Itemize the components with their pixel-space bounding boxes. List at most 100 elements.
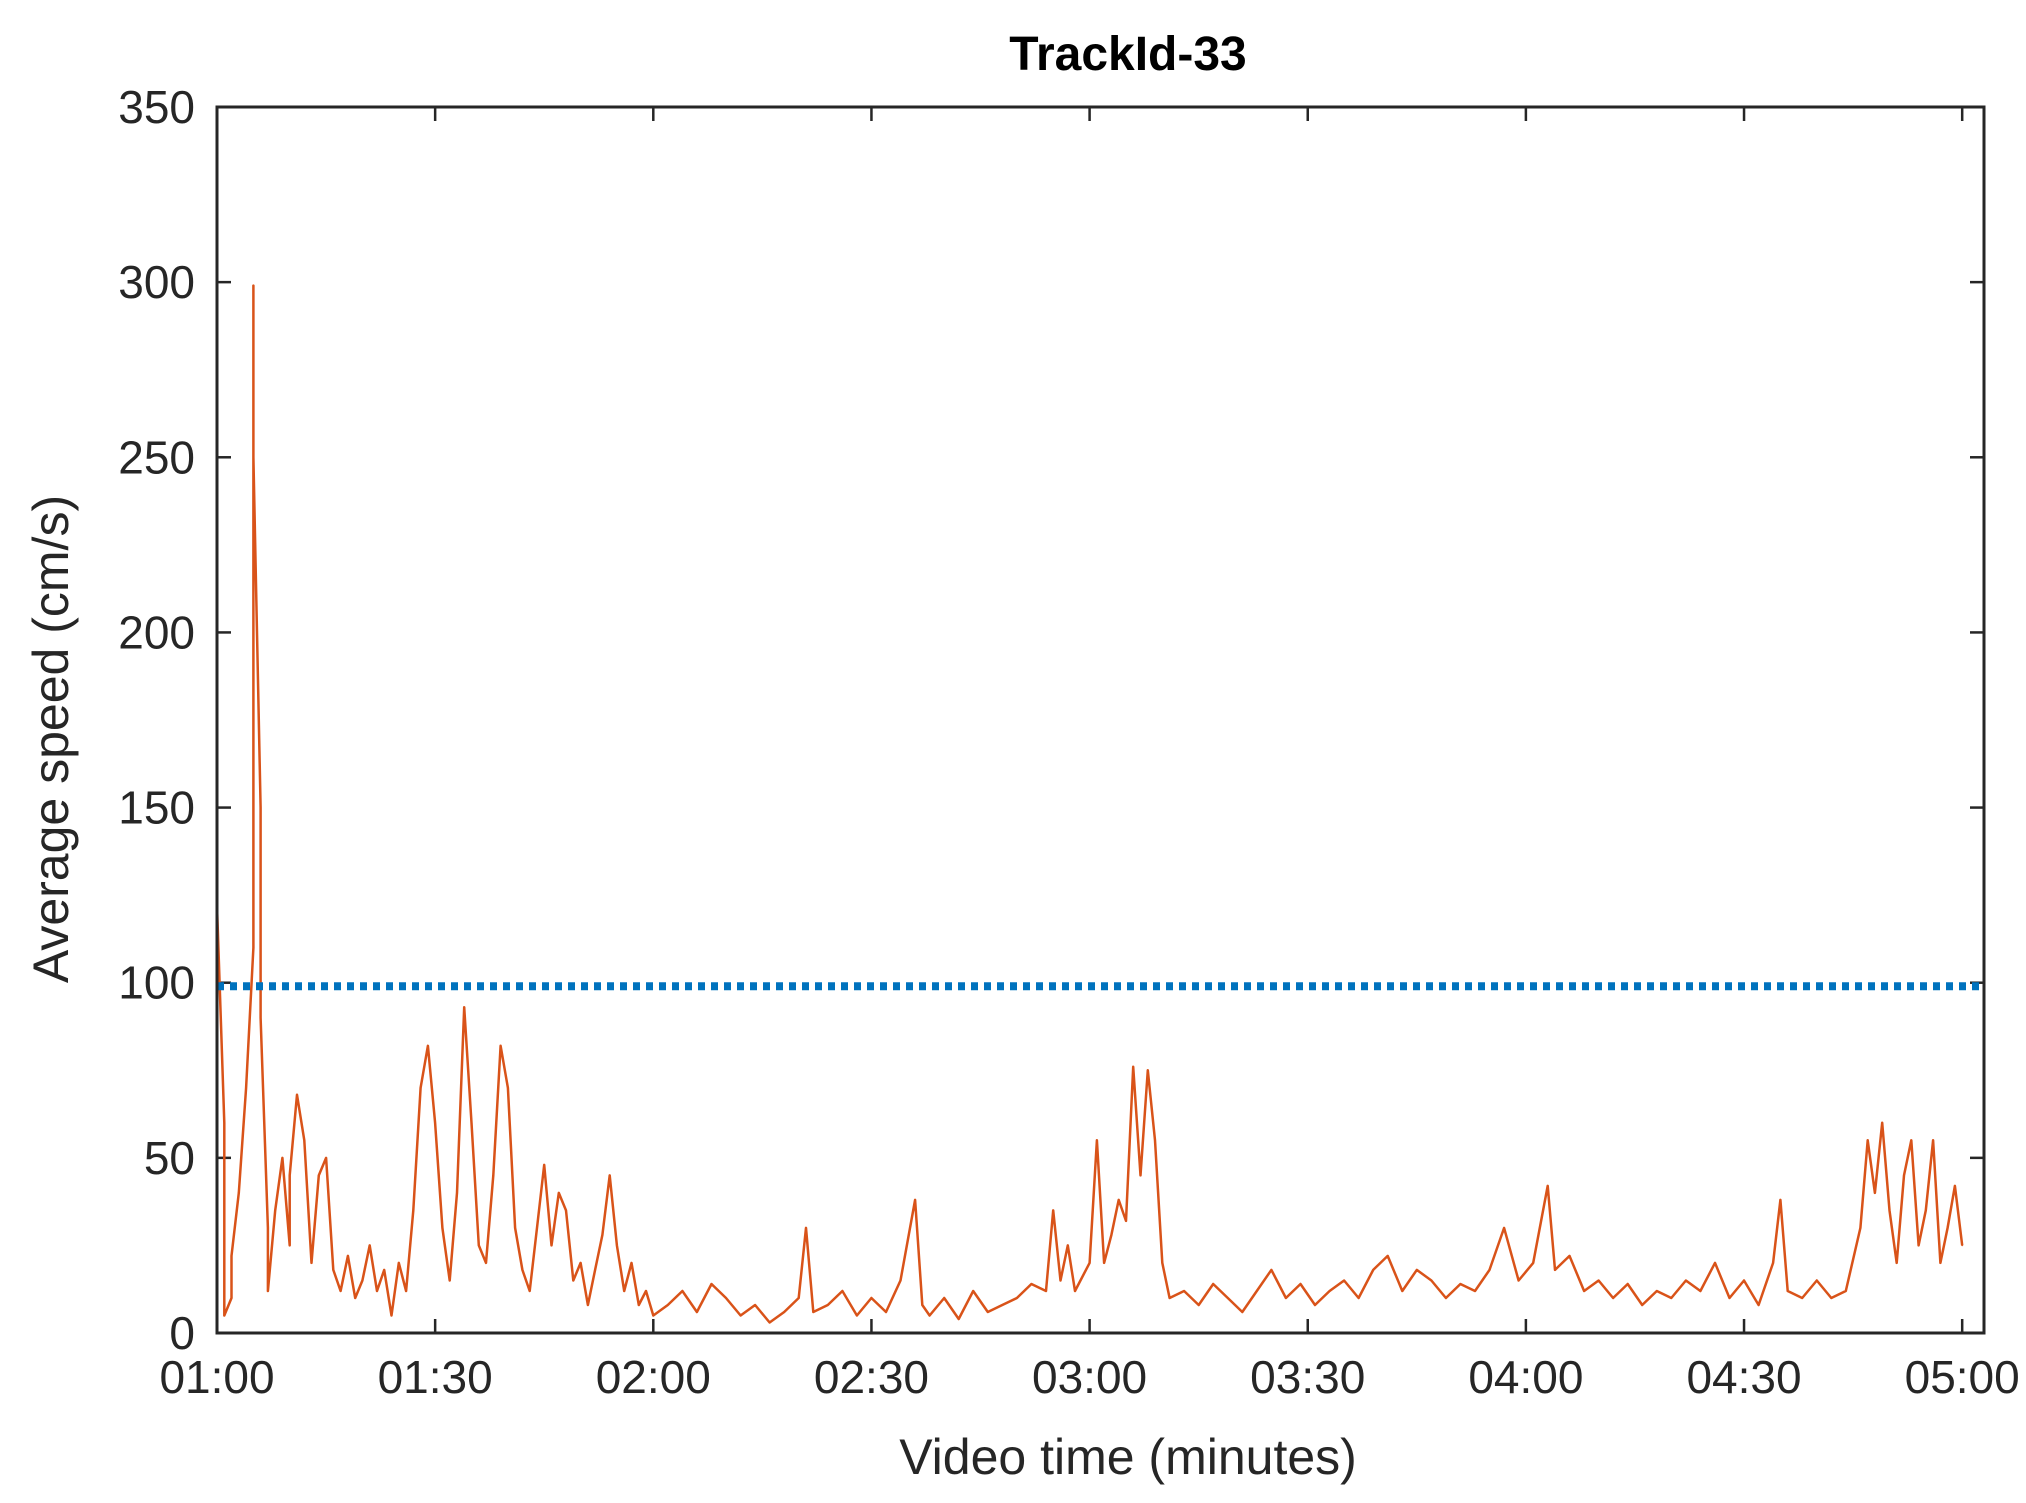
data-point [1881, 1122, 1883, 1124]
data-point [238, 1192, 240, 1194]
data-point [1110, 1234, 1113, 1236]
data-point [921, 1304, 924, 1306]
data-point [1401, 1290, 1404, 1292]
data-point [1845, 1290, 1847, 1292]
data-point [783, 1311, 785, 1313]
y-tick-label: 200 [118, 606, 195, 658]
x-tick-label: 02:30 [814, 1351, 929, 1403]
data-point [492, 1174, 495, 1177]
data-point [288, 1244, 291, 1247]
data-point [463, 1006, 466, 1008]
data-point [456, 1192, 458, 1194]
data-point [550, 1244, 553, 1247]
data-point [1714, 1262, 1716, 1264]
data-point [1139, 1174, 1142, 1177]
data-point [1459, 1283, 1462, 1285]
data-point [899, 1279, 902, 1282]
data-point [870, 1297, 873, 1299]
data-point [1299, 1283, 1302, 1285]
data-point [1925, 1209, 1927, 1212]
data-point [1103, 1262, 1105, 1264]
data-point [572, 1279, 575, 1282]
data-point [347, 1255, 349, 1257]
x-tick-label: 02:00 [596, 1351, 711, 1403]
data-point [390, 1314, 393, 1317]
data-point [1445, 1297, 1447, 1299]
data-point [252, 456, 255, 459]
data-point [805, 1227, 807, 1229]
data-point [1168, 1297, 1171, 1299]
data-point [1197, 1304, 1200, 1306]
y-tick-label: 100 [118, 957, 195, 1009]
data-point [1583, 1290, 1585, 1292]
data-point [514, 1227, 516, 1229]
data-point [1656, 1290, 1658, 1292]
data-point [303, 1139, 306, 1142]
data-point [1161, 1262, 1164, 1264]
data-point [754, 1304, 756, 1306]
data-point [616, 1244, 618, 1247]
data-point [1096, 1139, 1098, 1142]
data-point [1546, 1185, 1549, 1187]
data-point [1917, 1244, 1920, 1247]
data-point [398, 1262, 400, 1264]
data-point [914, 1199, 916, 1201]
data-point [1670, 1297, 1673, 1299]
data-point [1241, 1311, 1244, 1313]
data-point [310, 1262, 313, 1264]
data-point [667, 1304, 669, 1306]
data-point [368, 1244, 371, 1247]
data-point [223, 1314, 226, 1317]
data-point [1699, 1290, 1702, 1292]
data-point [252, 946, 255, 949]
data-point [1939, 1262, 1942, 1264]
data-point [1227, 1297, 1229, 1299]
data-point [1270, 1269, 1273, 1271]
data-point [1888, 1209, 1891, 1212]
data-point [885, 1311, 887, 1313]
data-point [1641, 1304, 1643, 1306]
y-tick-label: 50 [144, 1132, 195, 1184]
data-point [1895, 1262, 1898, 1264]
data-point [1866, 1139, 1869, 1142]
data-point [1328, 1290, 1331, 1292]
data-point [812, 1311, 815, 1313]
chart-title: TrackId-33 [1009, 28, 1246, 81]
data-point [1386, 1255, 1389, 1257]
plot-area: 01:00 01:30 02:00 02:30 03:00 03:30 04:00 04:30… [118, 81, 2019, 1403]
data-point [1779, 1199, 1782, 1201]
y-tick-label: 350 [118, 81, 195, 133]
data-point [681, 1290, 684, 1292]
data-point [1757, 1304, 1760, 1306]
data-point [354, 1297, 357, 1299]
data-point [739, 1314, 742, 1317]
data-point [608, 1174, 611, 1177]
data-point [1088, 1262, 1091, 1264]
data-point [1903, 1174, 1905, 1177]
y-tick-label: 300 [118, 256, 195, 308]
data-point [223, 1122, 226, 1124]
data-point [856, 1314, 858, 1317]
data-point [1554, 1269, 1556, 1271]
data-point [1314, 1304, 1316, 1306]
data-point [972, 1290, 974, 1292]
data-point [1801, 1297, 1803, 1299]
data-point [1430, 1279, 1433, 1282]
data-point [339, 1290, 342, 1292]
data-point [485, 1262, 487, 1264]
speed-series-line [215, 284, 1964, 1333]
data-point [841, 1290, 844, 1292]
data-point [1074, 1290, 1076, 1292]
x-tick-label: 04:30 [1686, 1351, 1801, 1403]
y-tick-label: 250 [118, 431, 195, 483]
data-point [223, 1304, 226, 1306]
data-point [1568, 1255, 1571, 1257]
data-point [259, 1016, 262, 1019]
x-tick-label: 03:00 [1032, 1351, 1147, 1403]
data-point [1147, 1069, 1149, 1072]
data-point [1954, 1185, 1956, 1187]
data-point [281, 1157, 284, 1159]
data-point [645, 1290, 647, 1292]
y-tick-label: 150 [118, 782, 195, 834]
